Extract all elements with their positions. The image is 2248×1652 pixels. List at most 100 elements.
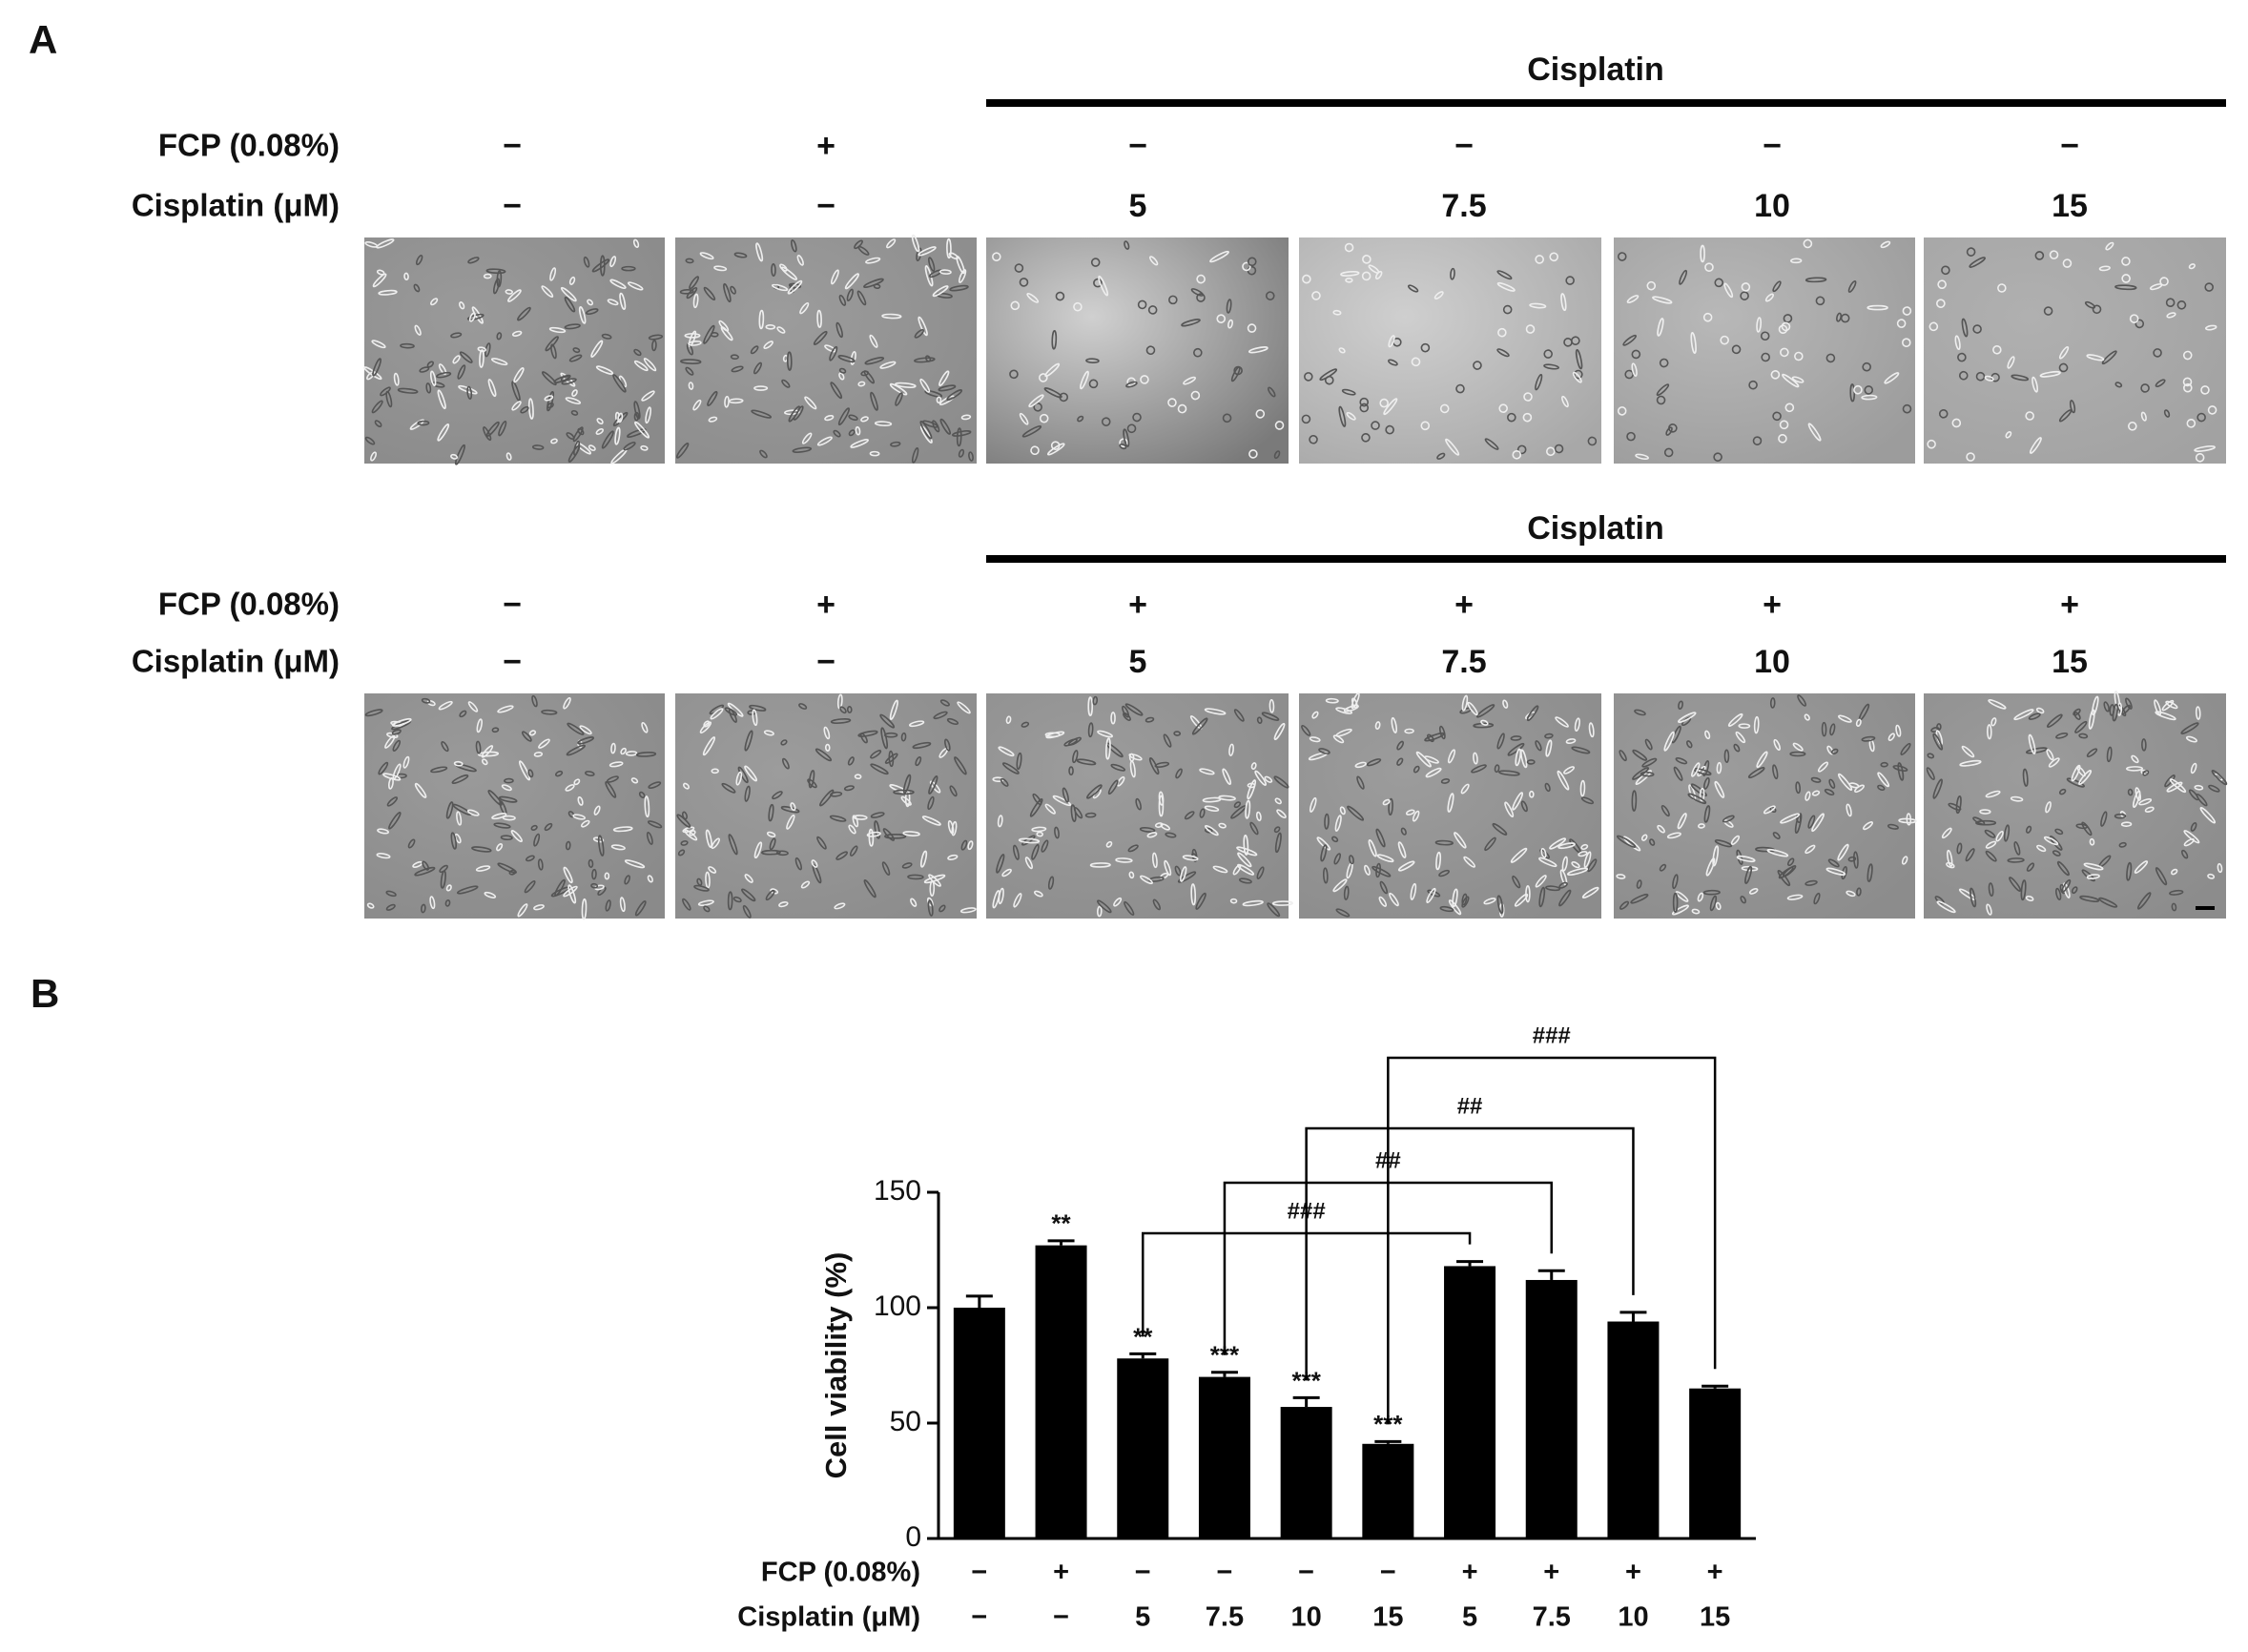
cell bbox=[2155, 711, 2176, 721]
cell bbox=[1772, 764, 1779, 780]
cell bbox=[1261, 712, 1280, 721]
cell bbox=[2144, 806, 2155, 813]
cell bbox=[1975, 819, 1997, 826]
cell bbox=[1340, 270, 1360, 277]
cell bbox=[1062, 787, 1069, 803]
cisplatin-label: 7.5 bbox=[1441, 188, 1486, 224]
cell bbox=[846, 288, 854, 301]
cell bbox=[1132, 412, 1142, 423]
cell bbox=[1396, 740, 1405, 751]
cell bbox=[1400, 827, 1407, 836]
cell bbox=[382, 773, 402, 781]
cell bbox=[593, 805, 601, 816]
cell bbox=[1561, 395, 1569, 408]
cell bbox=[1782, 373, 1800, 388]
cell bbox=[1731, 344, 1742, 355]
cell bbox=[2140, 383, 2150, 393]
cell bbox=[2183, 837, 2195, 847]
cell bbox=[1426, 887, 1436, 903]
cell bbox=[918, 246, 937, 257]
cell bbox=[1691, 762, 1701, 777]
cell bbox=[703, 286, 716, 301]
cell bbox=[1496, 733, 1505, 750]
cell bbox=[788, 405, 801, 423]
cell bbox=[2207, 405, 2217, 415]
cell bbox=[485, 268, 506, 275]
cell bbox=[1619, 750, 1627, 762]
cell bbox=[2011, 374, 2030, 382]
cell bbox=[1344, 242, 1354, 253]
cell bbox=[1946, 861, 1955, 869]
cell bbox=[911, 234, 920, 253]
cell bbox=[799, 301, 810, 315]
cell bbox=[2039, 371, 2061, 378]
cell bbox=[1124, 900, 1135, 916]
cell bbox=[1557, 842, 1576, 850]
cell bbox=[1152, 898, 1162, 911]
cell bbox=[1054, 826, 1060, 839]
cell bbox=[1535, 255, 1544, 264]
cell bbox=[2061, 878, 2072, 893]
cell bbox=[1827, 858, 1840, 868]
cell bbox=[889, 699, 898, 720]
cell bbox=[1733, 743, 1741, 753]
cell bbox=[2135, 787, 2142, 801]
cell bbox=[1861, 735, 1876, 742]
cell bbox=[1346, 411, 1356, 421]
cell bbox=[445, 801, 454, 819]
cell bbox=[1496, 895, 1504, 915]
row-label: FCP (0.08%) bbox=[761, 1558, 920, 1588]
cell bbox=[2120, 821, 2133, 827]
cell bbox=[2055, 732, 2069, 739]
cell bbox=[1510, 847, 1528, 863]
cell bbox=[1302, 274, 1311, 284]
cell bbox=[863, 878, 877, 898]
cell bbox=[2022, 768, 2029, 787]
cell bbox=[1777, 869, 1791, 887]
cell bbox=[1529, 302, 1547, 309]
cell bbox=[884, 732, 898, 738]
cell bbox=[1145, 345, 1156, 356]
cell bbox=[627, 428, 647, 438]
cell bbox=[517, 903, 528, 918]
cell bbox=[500, 835, 513, 841]
cell bbox=[679, 288, 694, 295]
cell bbox=[1267, 902, 1281, 918]
cell bbox=[823, 726, 831, 740]
cell bbox=[609, 279, 627, 289]
cell bbox=[837, 355, 856, 363]
cell bbox=[1341, 388, 1356, 396]
cell bbox=[1984, 829, 1996, 838]
cell bbox=[1115, 857, 1133, 863]
cell bbox=[1714, 839, 1733, 848]
cell bbox=[633, 348, 642, 357]
cell bbox=[1830, 748, 1839, 754]
cell bbox=[1821, 721, 1827, 737]
cell bbox=[1496, 281, 1516, 292]
cell bbox=[895, 392, 903, 406]
cell bbox=[386, 796, 399, 807]
cell bbox=[684, 829, 698, 841]
cell bbox=[1116, 775, 1125, 787]
cell bbox=[568, 354, 583, 362]
cell bbox=[1110, 712, 1116, 725]
cell bbox=[1070, 804, 1077, 822]
cell bbox=[1741, 282, 1751, 292]
cell bbox=[721, 782, 736, 794]
cell bbox=[1010, 300, 1021, 311]
cell bbox=[879, 713, 896, 729]
cell bbox=[1199, 808, 1206, 818]
cell bbox=[798, 703, 808, 710]
cell bbox=[1379, 398, 1389, 408]
cell bbox=[1158, 795, 1165, 817]
error-bar bbox=[1210, 1371, 1238, 1377]
cell bbox=[1371, 865, 1392, 878]
cell bbox=[392, 717, 412, 727]
cell bbox=[1043, 387, 1062, 399]
cell bbox=[686, 286, 698, 299]
cell bbox=[2136, 892, 2152, 910]
cell bbox=[1447, 793, 1454, 813]
cell bbox=[1697, 823, 1705, 829]
cell bbox=[1990, 717, 1997, 727]
cell bbox=[1245, 799, 1251, 819]
